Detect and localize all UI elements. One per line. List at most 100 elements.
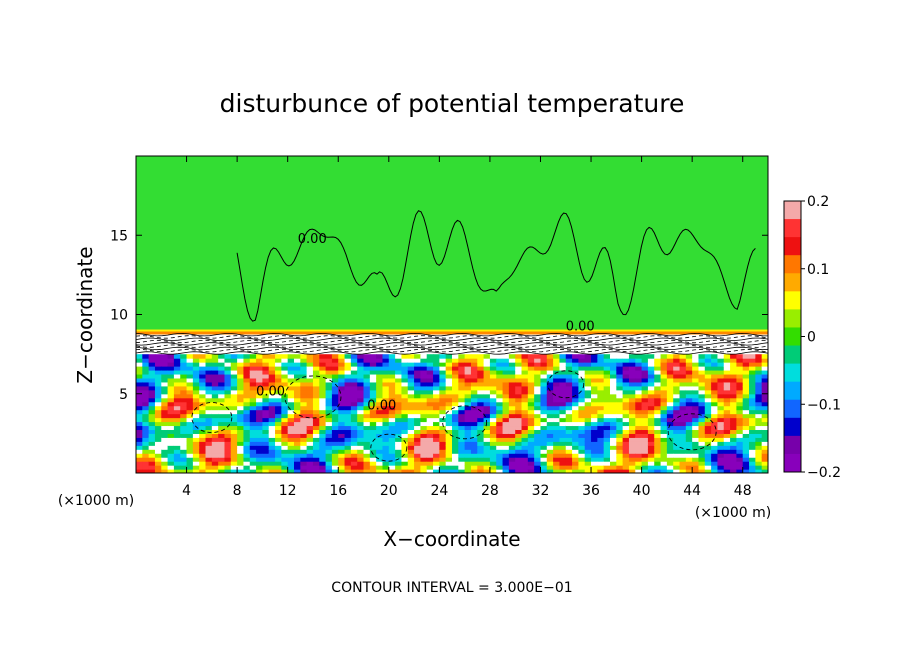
field-cell (154, 369, 162, 375)
field-cell (433, 377, 440, 383)
field-cell (395, 445, 403, 450)
field-cell (154, 393, 162, 399)
field-cell (350, 366, 358, 371)
field-cell (433, 413, 440, 419)
field-cell (515, 373, 523, 379)
field-cell (610, 401, 617, 407)
field-cell (325, 377, 333, 383)
field-cell (730, 377, 737, 383)
field-cell (508, 393, 516, 399)
field-cell (407, 409, 415, 415)
field-cell (407, 457, 415, 462)
field-cell (540, 437, 548, 442)
field-cell (325, 354, 333, 359)
field-cell (673, 433, 681, 438)
field-cell (477, 401, 485, 407)
field-cell (761, 381, 768, 387)
field-cell (167, 457, 175, 462)
field-cell (414, 429, 421, 434)
field-cell (300, 417, 308, 423)
field-cell (230, 421, 238, 427)
x-tick-label: 36 (582, 483, 600, 499)
field-cell (628, 354, 636, 359)
field-cell (199, 437, 207, 442)
field-cell (426, 425, 434, 431)
field-cell (578, 354, 586, 359)
field-cell (698, 354, 706, 359)
field-cell (262, 449, 270, 454)
field-cell (344, 461, 352, 466)
field-cell (148, 377, 156, 383)
field-cell (388, 373, 396, 379)
field-cell (666, 413, 674, 419)
field-cell (565, 385, 573, 391)
field-cell (186, 401, 194, 407)
field-cell (452, 469, 459, 473)
field-cell (211, 409, 219, 415)
field-cell (616, 465, 624, 470)
field-cell (508, 373, 516, 379)
field-cell (559, 354, 567, 359)
field-cell (502, 425, 510, 431)
field-cell (730, 397, 737, 403)
field-cell (565, 373, 573, 379)
field-cell (287, 369, 295, 375)
field-cell (515, 429, 523, 434)
field-cell (199, 409, 207, 415)
field-cell (294, 362, 301, 367)
field-cell (439, 425, 447, 431)
field-cell (628, 362, 636, 367)
field-cell (218, 449, 226, 454)
x-tick-label: 48 (734, 483, 752, 499)
field-cell (395, 425, 403, 431)
field-cell (395, 389, 403, 395)
field-cell (395, 453, 403, 458)
field-cell (192, 433, 200, 438)
field-cell (142, 397, 150, 403)
field-cell (736, 449, 744, 454)
field-cell (344, 445, 352, 450)
field-cell (534, 362, 542, 367)
field-cell (622, 405, 630, 411)
field-cell (382, 409, 390, 415)
field-cell (350, 369, 358, 375)
field-cell (319, 417, 327, 423)
field-cell (300, 385, 308, 391)
field-cell (489, 381, 497, 387)
field-cell (496, 453, 504, 458)
field-cell (628, 405, 636, 411)
field-cell (148, 381, 156, 387)
field-cell (300, 401, 308, 407)
field-cell (142, 405, 150, 411)
field-cell (584, 373, 592, 379)
field-cell (173, 373, 181, 379)
field-cell (401, 437, 409, 442)
field-cell (338, 401, 346, 407)
field-cell (363, 381, 371, 387)
field-cell (426, 354, 434, 359)
field-cell (369, 393, 377, 399)
field-cell (647, 377, 655, 383)
field-cell (654, 465, 662, 470)
field-cell (755, 421, 763, 427)
field-cell (268, 421, 276, 427)
field-cell (224, 465, 232, 470)
field-cell (199, 393, 207, 399)
field-cell (154, 417, 162, 423)
field-cell (508, 465, 516, 470)
field-cell (439, 433, 447, 438)
field-cell (565, 401, 573, 407)
field-cell (268, 413, 276, 419)
field-cell (534, 465, 542, 470)
field-cell (218, 429, 226, 434)
field-cell (306, 445, 314, 450)
field-cell (521, 417, 529, 423)
field-cell (192, 445, 200, 450)
field-cell (591, 366, 598, 371)
inversion-warm-edge (136, 331, 768, 335)
field-cell (673, 393, 681, 399)
field-cell (382, 449, 390, 454)
field-cell (622, 433, 630, 438)
field-cell (420, 441, 428, 446)
field-cell (559, 449, 567, 454)
